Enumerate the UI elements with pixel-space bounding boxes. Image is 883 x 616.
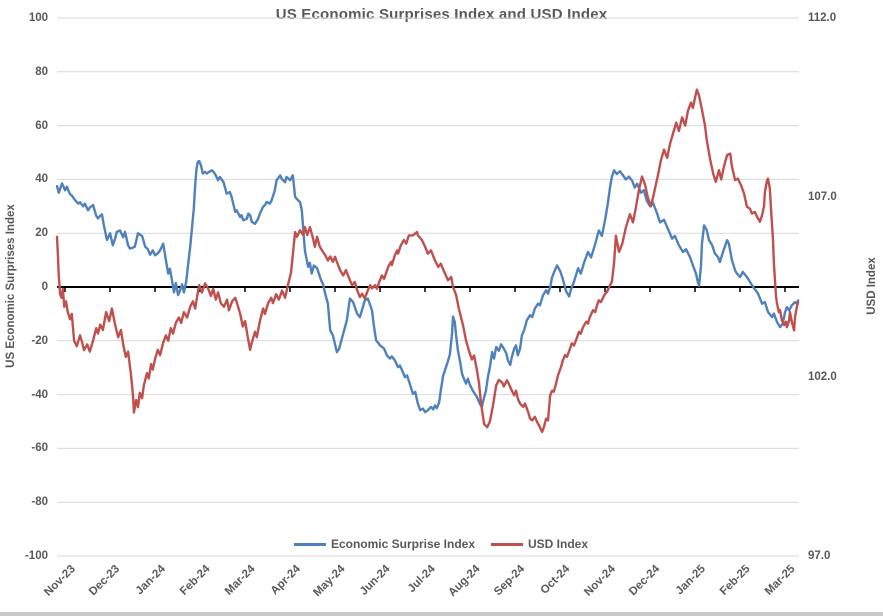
legend-line-icon xyxy=(491,542,524,546)
legend-label: Economic Surprise Index xyxy=(330,537,476,551)
legend-line-icon xyxy=(293,542,326,546)
right-axis-tick-label: 112.0 xyxy=(808,12,837,24)
left-axis-tick-label: -60 xyxy=(31,442,48,455)
legend-item-economic-surprise: Economic Surprise Index xyxy=(293,537,476,551)
left-axis-tick-label: 80 xyxy=(35,65,48,78)
left-axis-title: US Economic Surprises Index xyxy=(5,204,17,368)
right-axis-tick-label: 97.0 xyxy=(808,550,831,562)
right-axis-title: USD Index xyxy=(866,257,878,315)
window-bottom-edge xyxy=(0,612,883,616)
legend-label: USD Index xyxy=(528,537,589,551)
legend-item-usd-index: USD Index xyxy=(491,537,588,551)
left-axis-tick-label: -20 xyxy=(31,334,48,347)
usd-index-series-line xyxy=(55,88,800,434)
left-axis-tick-label: 60 xyxy=(35,119,48,132)
economic-surprise-series-line xyxy=(55,159,800,414)
left-axis-tick-label: -100 xyxy=(24,550,48,562)
left-axis-tick-label: -40 xyxy=(31,388,48,401)
left-axis-tick-label: 20 xyxy=(35,227,48,240)
left-axis-tick-label: 40 xyxy=(35,173,48,186)
right-axis-tick-label: 107.0 xyxy=(808,191,837,204)
chart-title: US Economic Surprises Index and USD Inde… xyxy=(275,6,608,23)
left-axis-tick-label: 0 xyxy=(41,281,48,293)
legend: Economic Surprise Index USD Index xyxy=(293,537,588,551)
left-axis-tick-label: 100 xyxy=(28,12,48,24)
right-axis-tick-label: 102.0 xyxy=(808,370,837,383)
left-axis-tick-label: -80 xyxy=(31,496,48,509)
